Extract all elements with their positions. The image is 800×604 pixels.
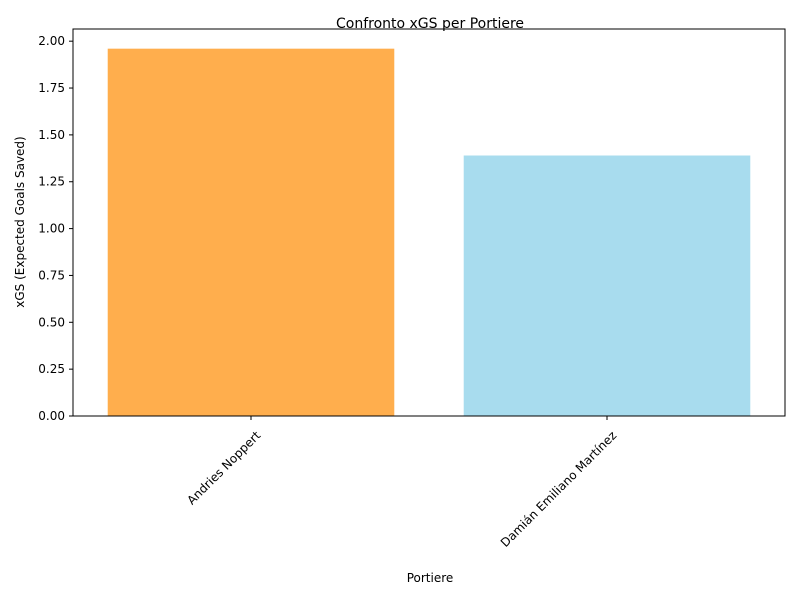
y-tick-label: 0.75 — [38, 268, 65, 282]
x-axis-label: Portiere — [407, 571, 454, 585]
x-tick-label: Andries Noppert — [184, 428, 263, 507]
y-tick-label: 0.00 — [38, 409, 65, 423]
x-axis: Andries Noppert Damián Emiliano Martínez — [184, 416, 619, 550]
bar-1 — [463, 155, 751, 416]
y-axis-label: xGS (Expected Goals Saved) — [13, 136, 27, 307]
y-tick-label: 1.25 — [38, 175, 65, 189]
y-axis: 0.00 0.25 0.50 0.75 1.00 1.25 1.50 1.75 2.00 — [38, 34, 73, 423]
x-tick-label: Damián Emiliano Martínez — [498, 428, 619, 549]
plot-frame — [72, 28, 786, 417]
bar-0 — [107, 48, 395, 416]
y-tick-label: 2.00 — [38, 34, 65, 48]
y-tick-label: 0.25 — [38, 362, 65, 376]
bars-layer — [107, 48, 751, 416]
y-tick-label: 1.00 — [38, 222, 65, 236]
y-tick-label: 1.50 — [38, 128, 65, 142]
y-tick-label: 0.50 — [38, 315, 65, 329]
y-tick-label: 1.75 — [38, 81, 65, 95]
chart-title: Confronto xGS per Portiere — [336, 16, 524, 32]
